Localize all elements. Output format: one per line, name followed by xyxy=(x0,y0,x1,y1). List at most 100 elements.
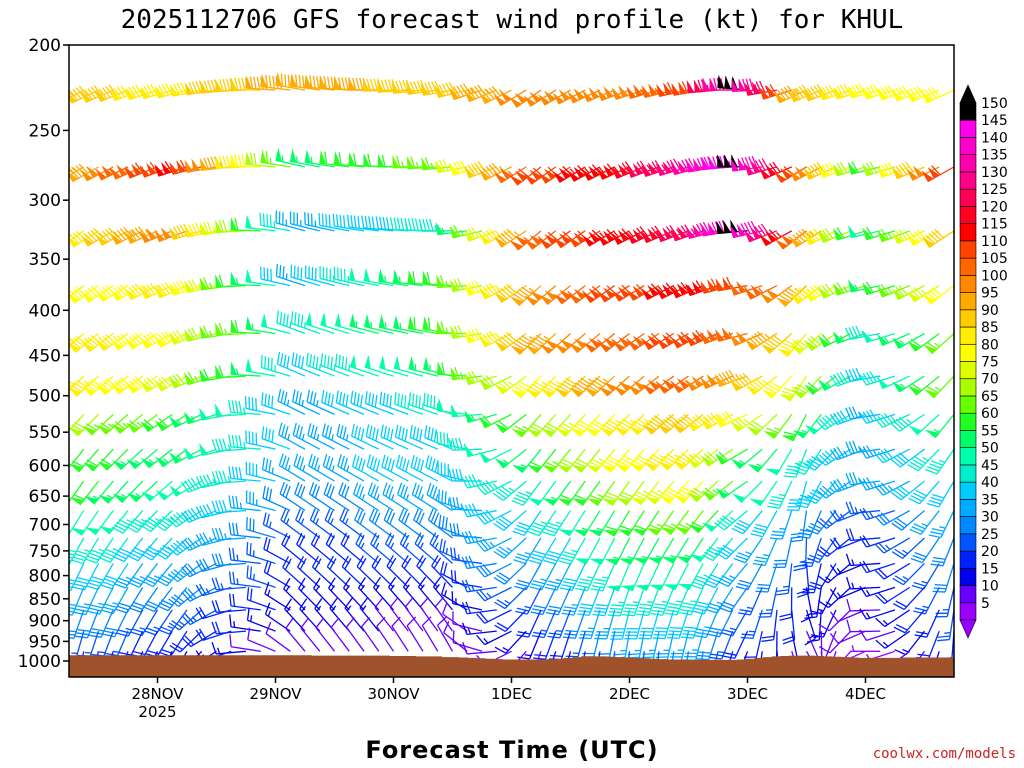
wind-barb xyxy=(195,606,232,620)
wind-barb xyxy=(594,609,616,640)
wind-barb xyxy=(448,496,483,512)
wind-barb xyxy=(126,448,158,470)
wind-barb xyxy=(548,630,572,661)
wind-barb xyxy=(426,482,453,512)
wind-barb xyxy=(588,510,616,537)
colorbar-bottom-arrow xyxy=(959,619,977,639)
colorbar-label: 55 xyxy=(981,423,999,439)
wind-barb xyxy=(464,160,497,179)
colorbar-label: 65 xyxy=(981,389,999,405)
y-axis: 200 250 300 350 400 450 500 550 600 650 700 750 800 8… xyxy=(18,36,69,672)
colorbar-label: 105 xyxy=(981,251,1008,267)
wind-barb xyxy=(557,480,586,506)
wind-barb xyxy=(875,586,911,605)
wind-barb xyxy=(87,587,114,615)
wind-barb xyxy=(113,480,144,504)
wind-barb xyxy=(131,630,159,659)
wind-barb xyxy=(229,634,261,652)
wind-barb xyxy=(672,448,704,471)
colorbar-label: 95 xyxy=(981,286,999,302)
wind-barb xyxy=(262,485,291,512)
colorbar-swatch xyxy=(959,119,977,138)
colorbar-label: 20 xyxy=(981,544,999,560)
colorbar-swatch xyxy=(959,292,977,311)
wind-barb xyxy=(688,510,719,534)
wind-barb xyxy=(289,149,320,168)
wind-barb xyxy=(635,563,660,591)
wind-barb xyxy=(111,375,144,395)
wind-barb xyxy=(745,331,778,351)
wind-barb xyxy=(378,315,409,335)
wind-barb xyxy=(69,375,99,397)
wind-barb xyxy=(228,495,261,512)
wind-barb xyxy=(464,370,497,386)
wind-barb xyxy=(180,537,217,551)
wind-barb xyxy=(922,285,954,305)
wind-barb xyxy=(845,472,881,486)
wind-barb xyxy=(116,609,144,637)
wind-barb xyxy=(934,587,954,618)
wind-barb xyxy=(923,333,954,355)
wind-barb xyxy=(211,553,247,567)
wind-barb xyxy=(829,609,866,623)
colorbar-label: 140 xyxy=(981,130,1008,146)
wind-barb xyxy=(578,609,601,640)
wind-barb xyxy=(767,480,793,510)
wind-barb xyxy=(143,609,173,636)
wind-barb xyxy=(84,537,114,564)
wind-barb xyxy=(407,316,438,335)
wind-barb xyxy=(650,587,675,616)
wind-barb xyxy=(804,480,837,505)
wind-barb xyxy=(638,609,660,640)
wind-barb xyxy=(112,537,144,563)
wind-barb xyxy=(630,480,660,506)
wind-barb xyxy=(687,480,719,503)
wind-barb xyxy=(619,537,645,565)
y-tick-label: 750 xyxy=(29,542,61,562)
wind-barb xyxy=(69,332,99,353)
wind-barb xyxy=(512,448,542,474)
wind-barb xyxy=(215,274,247,288)
wind-barb xyxy=(606,563,631,592)
wind-barb xyxy=(527,448,557,473)
colorbar-swatch xyxy=(959,309,977,328)
wind-barb xyxy=(910,537,940,564)
wind-barb xyxy=(246,517,276,539)
wind-barb xyxy=(129,609,159,637)
wind-barb xyxy=(350,390,379,415)
wind-barb xyxy=(259,212,291,232)
wind-barb xyxy=(338,482,365,512)
wind-barb xyxy=(69,537,85,565)
wind-barb xyxy=(476,609,512,624)
wind-barb xyxy=(748,448,778,473)
colorbar-swatch xyxy=(959,137,977,155)
wind-barb xyxy=(376,616,395,652)
wind-barb xyxy=(335,353,365,377)
colorbar-label: 50 xyxy=(981,441,999,457)
wind-barb xyxy=(930,537,954,567)
wind-barb xyxy=(890,448,925,468)
wind-barb xyxy=(406,616,424,652)
wind-barb xyxy=(69,563,85,592)
wind-barb xyxy=(890,413,925,432)
wind-barb xyxy=(440,561,468,588)
wind-barb xyxy=(715,448,748,465)
wind-barb xyxy=(320,353,350,377)
wind-barb xyxy=(803,284,837,302)
wind-barb xyxy=(494,413,527,434)
wind-barb xyxy=(449,277,483,293)
wind-barb xyxy=(157,609,188,635)
wind-barb xyxy=(544,563,572,591)
colorbar-label: 15 xyxy=(981,561,999,577)
wind-barb xyxy=(230,319,261,335)
wind-barb xyxy=(493,510,527,531)
wind-barb xyxy=(715,480,748,499)
wind-barb xyxy=(613,375,645,396)
wind-barb xyxy=(788,166,822,182)
wind-barb xyxy=(658,448,689,471)
wind-barb xyxy=(925,448,954,475)
wind-barb xyxy=(389,597,409,632)
wind-barb xyxy=(678,587,704,616)
colorbar-swatch xyxy=(959,602,977,621)
wind-barb xyxy=(69,230,70,232)
